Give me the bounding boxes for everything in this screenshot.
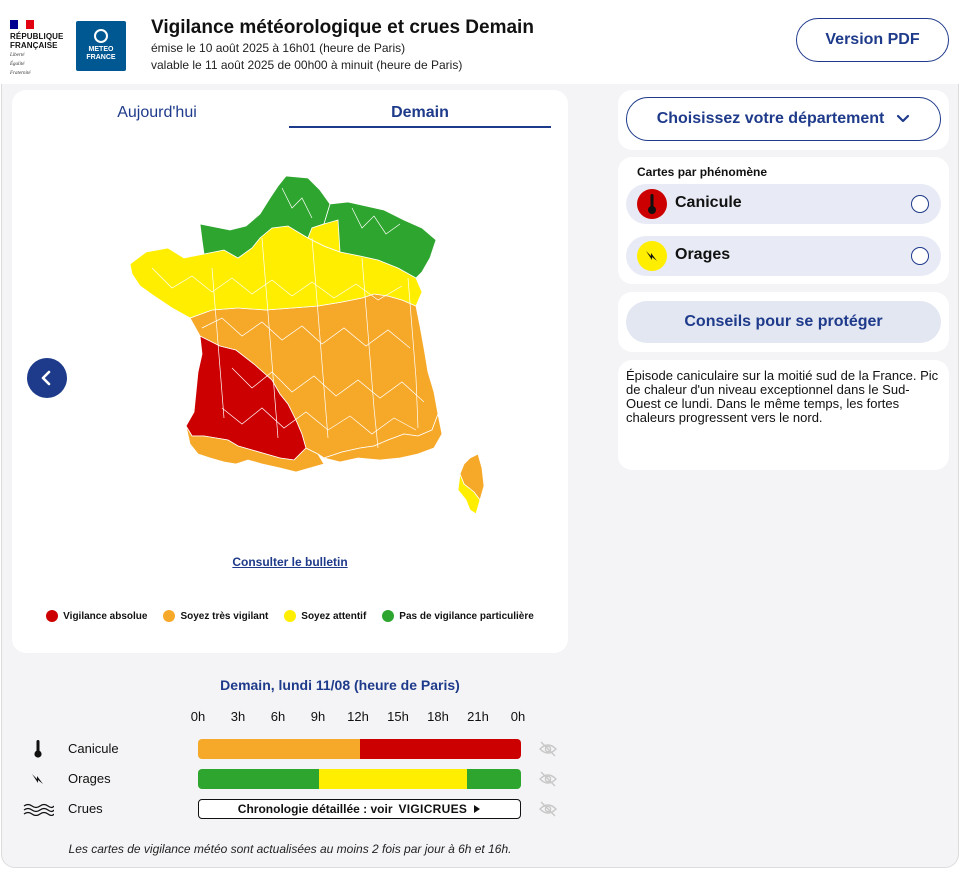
legend-label: Vigilance absolue xyxy=(63,610,148,622)
phenomena-panel: Cartes par phénomène Canicule Orages xyxy=(618,157,949,284)
legend-label: Soyez attentif xyxy=(301,610,367,622)
hour-label: 15h xyxy=(387,709,409,724)
timeline-bar-orages[interactable] xyxy=(198,769,521,789)
timeline-bar-canicule[interactable] xyxy=(198,739,521,759)
timeline-segment xyxy=(198,739,360,759)
meteo-logo-line-2: FRANCE xyxy=(86,54,116,61)
chevron-left-icon xyxy=(41,370,51,386)
eye-off-icon[interactable] xyxy=(538,800,558,818)
pdf-version-button[interactable]: Version PDF xyxy=(796,18,949,62)
map-region-southeast-orange[interactable] xyxy=(322,412,443,463)
timeline-label: Crues xyxy=(68,801,103,816)
eye-off-icon[interactable] xyxy=(538,770,558,788)
eye-off-icon[interactable] xyxy=(538,740,558,758)
phenomenon-radio[interactable] xyxy=(911,195,929,213)
republique-title-line-2: FRANÇAISE xyxy=(10,41,58,50)
hour-label: 9h xyxy=(310,709,326,724)
legend-dot-red xyxy=(46,610,59,622)
vigicrues-link[interactable]: Chronologie détaillée : voir VIGICRUES xyxy=(198,799,521,819)
timeline-row-crues: Crues Chronologie détaillée : voir VIGIC… xyxy=(20,797,560,821)
map-region-center-yellow[interactable] xyxy=(307,219,341,253)
timeline-segment xyxy=(198,769,320,789)
vigilance-map[interactable] xyxy=(112,168,492,528)
tab-today[interactable]: Aujourd'hui xyxy=(117,104,197,121)
lightning-icon xyxy=(637,241,667,271)
hour-label: 21h xyxy=(467,709,489,724)
map-legend: Vigilance absolue Soyez très vigilant So… xyxy=(12,610,568,622)
legend-label: Pas de vigilance particulière xyxy=(399,610,534,622)
timeline-row-canicule: Canicule xyxy=(20,737,560,761)
thermometer-icon xyxy=(637,189,667,219)
protection-advice-button[interactable]: Conseils pour se protéger xyxy=(626,301,941,343)
hour-label: 18h xyxy=(427,709,449,724)
meteo-logo-line-1: METEO xyxy=(88,46,114,53)
legend-dot-orange xyxy=(163,610,176,622)
vigicrues-brand: VIGICRUES xyxy=(398,802,468,816)
weather-description: Épisode caniculaire sur la moitié sud de… xyxy=(626,368,939,425)
map-card: Aujourd'hui Demain Consulter le bull xyxy=(12,90,568,653)
republique-francaise-logo: RÉPUBLIQUE FRANÇAISE Liberté Égalité Fra… xyxy=(10,20,70,77)
phenomenon-radio[interactable] xyxy=(911,247,929,265)
timeline-segment xyxy=(359,739,521,759)
phenomenon-label: Canicule xyxy=(675,194,742,211)
legend-dot-yellow xyxy=(284,610,297,622)
description-panel: Épisode caniculaire sur la moitié sud de… xyxy=(618,360,949,470)
update-footnote: Les cartes de vigilance météo sont actua… xyxy=(68,842,512,856)
phenomenon-label: Orages xyxy=(675,246,731,263)
motto-egalite: Égalité xyxy=(10,62,25,67)
hour-label: 12h xyxy=(347,709,369,724)
lightning-icon xyxy=(20,769,56,789)
department-select-label: Choisissez votre département xyxy=(656,110,885,127)
vigicrues-link-text: Chronologie détaillée : voir xyxy=(237,802,393,816)
chevron-down-icon xyxy=(897,114,910,123)
timeline-hours: 0h 3h 6h 9h 12h 15h 18h 21h 0h xyxy=(184,709,530,727)
phenomena-title: Cartes par phénomène xyxy=(637,165,768,179)
consult-bulletin-link[interactable]: Consulter le bulletin xyxy=(232,555,348,569)
timeline-label: Orages xyxy=(68,771,111,786)
map-region-southwest-orange[interactable] xyxy=(185,425,325,473)
republique-title-line-1: RÉPUBLIQUE xyxy=(10,32,64,41)
page-title: Vigilance météorologique et crues Demain xyxy=(151,17,534,38)
hour-label: 0h xyxy=(190,709,206,724)
department-borders xyxy=(151,187,425,449)
legend-dot-green xyxy=(382,610,395,622)
timeline-segment xyxy=(467,769,521,789)
hour-label: 0h xyxy=(510,709,526,724)
thermometer-icon xyxy=(20,739,56,759)
meteo-france-emblem-icon xyxy=(94,29,108,43)
validity-date: valable le 11 août 2025 de 00h00 à minui… xyxy=(151,58,463,72)
legend-item: Vigilance absolue xyxy=(46,610,147,622)
map-region-corsica-yellow[interactable] xyxy=(457,473,481,515)
previous-button[interactable] xyxy=(27,358,67,398)
meteo-france-logo[interactable]: METEO FRANCE xyxy=(76,21,126,71)
phenomenon-orages[interactable]: Orages xyxy=(626,236,941,276)
timeline-label: Canicule xyxy=(68,741,119,756)
department-select[interactable]: Choisissez votre département xyxy=(626,97,941,141)
emission-date: émise le 10 août 2025 à 16h01 (heure de … xyxy=(151,41,406,55)
tab-tomorrow[interactable]: Demain xyxy=(289,104,551,128)
waves-icon xyxy=(20,799,56,819)
legend-item: Pas de vigilance particulière xyxy=(382,610,534,622)
timeline-row-orages: Orages xyxy=(20,767,560,791)
hour-label: 3h xyxy=(230,709,246,724)
legend-item: Soyez très vigilant xyxy=(163,610,268,622)
french-flag-icon xyxy=(10,20,34,29)
play-arrow-icon xyxy=(474,805,481,813)
advice-panel: Conseils pour se protéger xyxy=(618,292,949,352)
timeline-title: Demain, lundi 11/08 (heure de Paris) xyxy=(220,677,460,693)
legend-item: Soyez attentif xyxy=(284,610,366,622)
phenomenon-canicule[interactable]: Canicule xyxy=(626,184,941,224)
legend-label: Soyez très vigilant xyxy=(180,610,269,622)
motto-fraternite: Fraternité xyxy=(10,71,31,76)
hour-label: 6h xyxy=(270,709,286,724)
timeline-segment xyxy=(319,769,468,789)
header: RÉPUBLIQUE FRANÇAISE Liberté Égalité Fra… xyxy=(0,0,960,84)
motto-liberte: Liberté xyxy=(10,53,25,58)
